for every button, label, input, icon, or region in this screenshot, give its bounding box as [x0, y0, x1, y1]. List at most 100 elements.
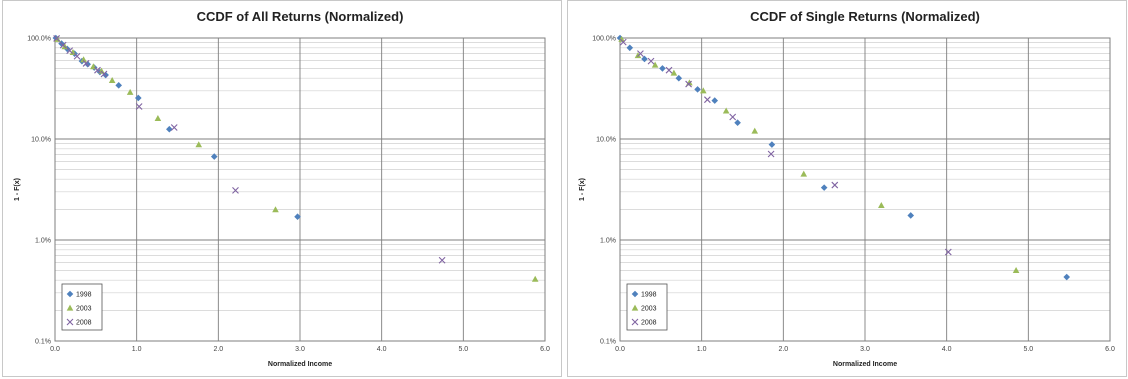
y-tick-label: 10.0% — [31, 137, 51, 144]
data-point-2003 — [722, 107, 730, 114]
data-point-2003 — [800, 170, 808, 177]
data-point-1998 — [768, 141, 776, 148]
data-point-1998 — [820, 184, 828, 191]
data-point-1998 — [641, 55, 648, 63]
data-point-2003 — [670, 69, 678, 76]
data-point-1998 — [135, 94, 142, 102]
data-point-2008 — [703, 96, 711, 104]
data-point-2008 — [665, 66, 673, 74]
chart-title: CCDF of All Returns (Normalized) — [197, 9, 404, 24]
legend-box — [626, 283, 668, 331]
data-point-2008 — [831, 181, 839, 189]
data-point-1998 — [210, 153, 218, 160]
x-tick-label: 6.0 — [1105, 346, 1115, 353]
chart-panel-single-returns: 100.0% 10.0% 1.0% 0.1% 0.0 1.0 2.0 3.0 4.0 5.0 6.0… — [567, 0, 1127, 377]
data-point-2008 — [767, 150, 775, 158]
data-point-2003 — [878, 202, 885, 209]
x-axis-label: Normalized Income — [833, 361, 897, 368]
data-point-1998 — [166, 125, 173, 133]
data-point-2008 — [94, 66, 101, 74]
legend-marker-2008 — [66, 318, 74, 326]
legend-label: 2008 — [641, 320, 657, 327]
x-axis-label: Normalized Income — [268, 361, 332, 368]
data-point-1998 — [115, 82, 122, 89]
x-tick-label: 5.0 — [1023, 346, 1033, 353]
data-point-2003 — [700, 87, 707, 94]
legend-label: 2003 — [641, 306, 657, 313]
legend-label: 2008 — [76, 320, 92, 327]
y-axis-label: 1 - F(x) — [579, 178, 586, 201]
legend-marker-2008 — [631, 318, 639, 326]
chart-title: CCDF of Single Returns (Normalized) — [750, 9, 980, 24]
y-tick-label: 100.0% — [27, 36, 51, 43]
data-point-2003 — [618, 35, 625, 42]
data-point-2008 — [619, 38, 627, 46]
data-point-2008 — [647, 57, 655, 65]
y-tick-label: 10.0% — [596, 137, 616, 144]
chart-single-returns: 100.0% 10.0% 1.0% 0.1%0.0 1.0 2.0 3.0 4.0 5.0 6.0… — [579, 9, 1115, 368]
data-point-1998 — [659, 65, 666, 72]
x-tick-label: 0.0 — [50, 346, 60, 353]
data-point-2003 — [154, 114, 162, 121]
x-tick-label: 1.0 — [697, 346, 707, 353]
chart-all-returns: 100.0% 10.0% 1.0% 0.1%0.0 1.0 2.0 3.0 4.0 5.0 6.0… — [14, 9, 550, 368]
plot-area — [54, 37, 546, 342]
x-tick-label: 3.0 — [860, 346, 870, 353]
data-point-2003 — [126, 88, 134, 95]
data-point-2008 — [637, 50, 644, 58]
data-point-2008 — [66, 47, 74, 55]
x-tick-label: 0.0 — [615, 346, 625, 353]
data-point-1998 — [294, 213, 301, 221]
data-point-2008 — [944, 248, 952, 256]
data-point-2003 — [634, 52, 642, 59]
legend-label: 1998 — [641, 292, 657, 299]
x-tick-label: 5.0 — [458, 346, 468, 353]
data-point-2008 — [82, 60, 90, 67]
data-point-1998 — [84, 60, 91, 68]
data-point-2008 — [729, 113, 737, 121]
data-point-1998 — [626, 44, 634, 52]
y-tick-label: 100.0% — [592, 36, 616, 43]
data-point-1998 — [675, 74, 683, 82]
data-point-2008 — [73, 52, 81, 60]
x-tick-label: 1.0 — [132, 346, 142, 353]
chart-panel-all-returns: 100.0% 10.0% 1.0% 0.1% 0.0 1.0 2.0 3.0 4.0 5.0 6.0… — [2, 0, 562, 377]
data-point-1998 — [694, 86, 701, 93]
y-tick-label: 0.1% — [600, 339, 616, 346]
data-point-2008 — [59, 41, 67, 49]
data-point-1998 — [734, 119, 741, 127]
data-point-2003 — [651, 61, 659, 68]
data-point-2008 — [438, 256, 446, 264]
legend-box — [61, 283, 103, 331]
data-point-2008 — [100, 70, 108, 78]
data-point-2008 — [135, 103, 143, 110]
data-point-2008 — [685, 80, 692, 88]
plot-area — [619, 37, 1111, 342]
data-point-2003 — [195, 141, 203, 148]
data-point-2003 — [272, 206, 279, 213]
legend-marker-2003 — [631, 304, 639, 311]
y-tick-label: 1.0% — [35, 238, 51, 245]
data-point-2003 — [751, 127, 759, 134]
data-point-1998 — [711, 97, 719, 104]
x-tick-label: 2.0 — [778, 346, 788, 353]
data-point-2003 — [531, 275, 539, 282]
y-axis-label: 1 - F(x) — [14, 178, 21, 201]
y-tick-label: 0.1% — [35, 339, 51, 346]
x-tick-label: 6.0 — [540, 346, 550, 353]
data-point-2003 — [80, 56, 87, 63]
legend-label: 2003 — [76, 306, 92, 313]
data-point-2008 — [53, 35, 61, 42]
legend-marker-1998 — [66, 290, 74, 298]
data-point-1998 — [907, 212, 915, 219]
x-tick-label: 2.0 — [213, 346, 223, 353]
data-point-2008 — [232, 186, 239, 194]
data-point-2003 — [108, 77, 116, 84]
data-point-2003 — [1012, 267, 1020, 274]
x-tick-label: 4.0 — [377, 346, 387, 353]
x-tick-label: 3.0 — [295, 346, 305, 353]
legend-marker-2003 — [66, 304, 74, 311]
legend-label: 1998 — [76, 292, 92, 299]
x-tick-label: 4.0 — [942, 346, 952, 353]
data-point-2008 — [170, 124, 178, 131]
